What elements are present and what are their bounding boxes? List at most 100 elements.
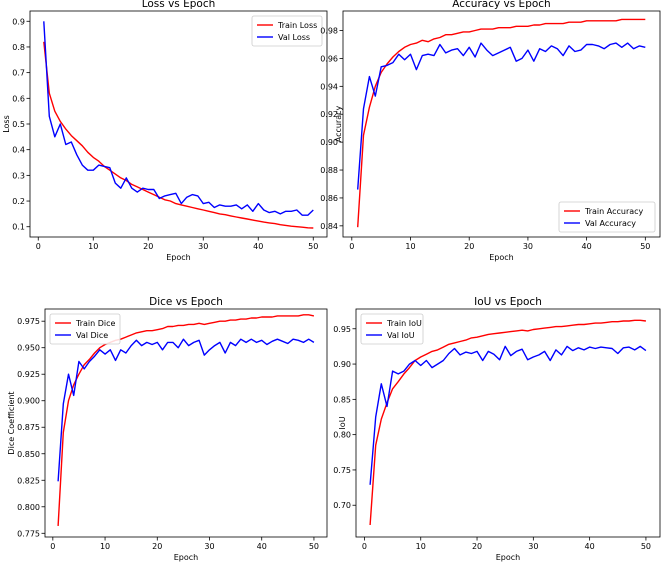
- legend: Train Dice Val Dice: [49, 313, 121, 345]
- legend: Train IoU Val IoU: [360, 313, 424, 345]
- x-axis-label: Epoch: [174, 553, 199, 562]
- y-tick-label: 0.3: [12, 171, 25, 180]
- legend-box: [251, 15, 323, 47]
- y-tick-label: 0.900: [17, 397, 40, 406]
- y-tick-label: 0.950: [17, 344, 40, 353]
- y-tick-label: 0.8: [12, 43, 25, 52]
- x-tick-label: 30: [204, 542, 214, 551]
- y-axis-label: Dice Coefficient: [7, 391, 16, 454]
- y-axis-label: IoU: [338, 416, 347, 429]
- plot-frame: [29, 10, 328, 238]
- x-tick-label: 40: [585, 542, 595, 551]
- y-tick-label: 0.9: [12, 17, 25, 26]
- x-tick-label: 30: [198, 242, 208, 251]
- x-tick-label: 20: [472, 542, 482, 551]
- y-tick-label: 0.825: [17, 476, 40, 485]
- plot-frame: [342, 10, 661, 238]
- x-axis-label: Epoch: [496, 553, 521, 562]
- x-tick-label: 10: [100, 542, 110, 551]
- y-tick-label: 0.85: [333, 395, 351, 404]
- y-axis-label: Loss: [2, 115, 11, 133]
- y-tick-label: 0.775: [17, 529, 40, 538]
- legend-label: Train Accuracy: [584, 207, 644, 216]
- x-tick-label: 0: [362, 542, 367, 551]
- legend-label: Val IoU: [387, 331, 415, 340]
- x-tick-label: 50: [308, 242, 318, 251]
- chart-panel-1: Loss vs Epoch 0 10 20 30 40 50 0.1 0.2 0.3 0.4 0.5 0…: [2, 0, 328, 262]
- series-line-train-accuracy: [357, 18, 646, 228]
- series-line-val-accuracy: [357, 42, 646, 190]
- x-tick-label: 50: [640, 242, 650, 251]
- chart-title: Accuracy vs Epoch: [452, 0, 550, 10]
- plot-frame: [355, 308, 661, 538]
- x-tick-label: 10: [405, 242, 415, 251]
- y-tick-label: 0.75: [333, 466, 351, 475]
- y-tick-label: 0.7: [12, 69, 25, 78]
- y-tick-label: 0.925: [17, 370, 40, 379]
- x-tick-label: 20: [143, 242, 153, 251]
- series-line-train-loss: [43, 41, 314, 229]
- x-tick-label: 30: [528, 542, 538, 551]
- chart-panel-4: IoU vs Epoch 0 10 20 30 40 50 0.70 0.75 0.80 0.85 0…: [333, 296, 661, 562]
- legend-box: [360, 313, 424, 345]
- series-line-train-dice: [57, 314, 315, 526]
- y-tick-label: 0.2: [12, 197, 25, 206]
- x-tick-label: 10: [416, 542, 426, 551]
- y-tick-label: 0.84: [320, 222, 338, 231]
- legend-label: Train Dice: [75, 319, 116, 328]
- y-tick-label: 0.80: [333, 431, 351, 440]
- plot-frame: [44, 308, 328, 538]
- legend-box: [558, 201, 656, 233]
- y-tick-label: 0.90: [320, 138, 338, 147]
- y-tick-label: 0.800: [17, 503, 40, 512]
- legend: Train Accuracy Val Accuracy: [558, 201, 656, 233]
- legend-box: [49, 313, 121, 345]
- y-tick-label: 0.5: [12, 120, 25, 129]
- y-tick-label: 0.975: [17, 317, 40, 326]
- x-tick-label: 40: [257, 542, 267, 551]
- y-tick-label: 0.98: [320, 27, 338, 36]
- chart-panel-2: Accuracy vs Epoch 0 10 20 30 40 50 0.84 0.86 0.88…: [320, 0, 661, 262]
- legend-label: Val Loss: [278, 33, 310, 42]
- y-tick-label: 0.70: [333, 501, 351, 510]
- x-tick-label: 20: [464, 242, 474, 251]
- x-tick-label: 40: [253, 242, 263, 251]
- y-tick-label: 0.96: [320, 54, 338, 63]
- x-tick-label: 0: [349, 242, 354, 251]
- y-tick-label: 0.1: [12, 223, 25, 232]
- y-tick-label: 0.88: [320, 166, 338, 175]
- y-tick-label: 0.92: [320, 110, 338, 119]
- y-tick-label: 0.850: [17, 450, 40, 459]
- x-axis-label: Epoch: [489, 253, 514, 262]
- x-tick-label: 10: [88, 242, 98, 251]
- series-line-train-iou: [369, 319, 646, 526]
- x-tick-label: 50: [641, 542, 651, 551]
- y-tick-label: 0.95: [333, 325, 351, 334]
- chart-title: Loss vs Epoch: [142, 0, 216, 10]
- series-line-val-iou: [369, 345, 647, 485]
- y-tick-label: 0.90: [333, 360, 351, 369]
- x-tick-label: 40: [582, 242, 592, 251]
- chart-panel-3: Dice vs Epoch 0 10 20 30 40 50 0.775 0.800 0.825 0…: [7, 296, 328, 562]
- legend-label: Train IoU: [386, 319, 422, 328]
- legend-label: Val Dice: [76, 331, 108, 340]
- x-tick-label: 30: [523, 242, 533, 251]
- x-tick-label: 50: [309, 542, 319, 551]
- x-axis-label: Epoch: [166, 253, 191, 262]
- chart-title: IoU vs Epoch: [474, 296, 542, 308]
- legend: Train Loss Val Loss: [251, 15, 323, 47]
- y-tick-label: 0.6: [12, 94, 25, 103]
- x-tick-label: 0: [36, 242, 41, 251]
- series-line-val-loss: [43, 21, 314, 216]
- legend-label: Val Accuracy: [585, 219, 636, 228]
- y-tick-label: 0.94: [320, 82, 338, 91]
- legend-label: Train Loss: [277, 21, 317, 30]
- y-axis-label: Accuracy: [334, 105, 343, 142]
- x-tick-label: 0: [50, 542, 55, 551]
- y-tick-label: 0.86: [320, 194, 338, 203]
- x-tick-label: 20: [152, 542, 162, 551]
- chart-title: Dice vs Epoch: [149, 296, 223, 308]
- series-line-val-dice: [57, 338, 315, 482]
- y-tick-label: 0.4: [12, 146, 25, 155]
